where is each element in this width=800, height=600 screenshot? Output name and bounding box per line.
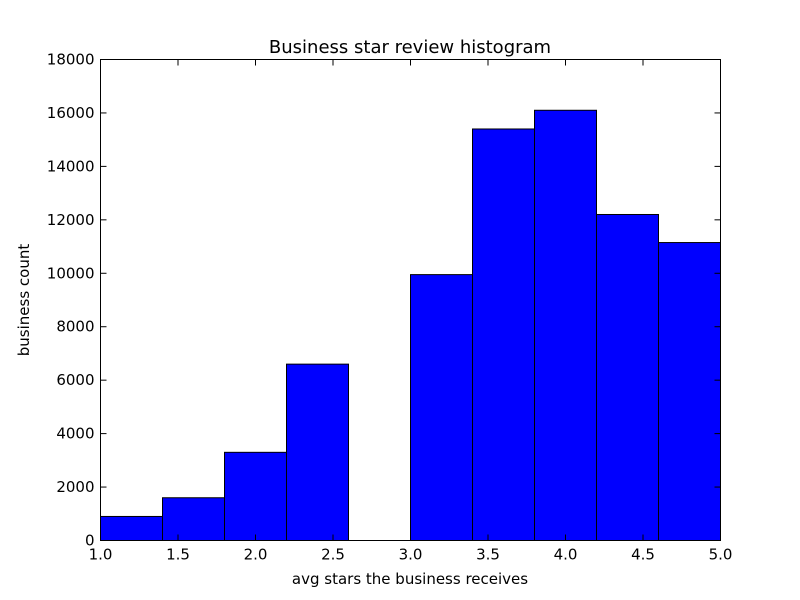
x-axis-label: avg stars the business receives — [292, 570, 528, 588]
x-tick-label: 3.5 — [476, 546, 500, 564]
chart-title: Business star review histogram — [269, 37, 551, 58]
x-tick-label: 2.5 — [321, 546, 345, 564]
y-tick-label: 8000 — [56, 318, 94, 336]
histogram-bar-2 — [224, 451, 287, 542]
x-tick-label: 3.0 — [399, 546, 423, 564]
histogram-bar-7 — [534, 109, 597, 542]
histogram-bar-5 — [410, 274, 473, 541]
histogram-bar-3 — [286, 363, 349, 541]
y-axis: 0 2000 4000 6000 8000 10000 12000 14000 16000 180… — [47, 51, 721, 550]
y-tick-label: 0 — [85, 532, 95, 550]
x-tick-label: 4.5 — [631, 546, 655, 564]
y-tick-label: 2000 — [56, 478, 94, 496]
y-tick-label: 14000 — [47, 157, 95, 175]
y-tick-label: 16000 — [47, 104, 95, 122]
histogram-bar-0 — [100, 515, 163, 542]
y-tick-label: 4000 — [56, 425, 94, 443]
y-tick-label: 6000 — [56, 371, 94, 389]
histogram-bar-6 — [472, 128, 535, 541]
y-tick-label: 12000 — [47, 211, 95, 229]
x-tick-label: 1.0 — [89, 546, 113, 564]
histogram-bar-9 — [658, 242, 721, 542]
bars-group — [100, 109, 721, 542]
histogram-bar-8 — [596, 213, 659, 541]
x-tick-label: 1.5 — [166, 546, 190, 564]
x-tick-label: 2.0 — [244, 546, 268, 564]
x-axis: 1.0 1.5 2.0 2.5 3.0 3.5 4.0 4.5 5.0 — [89, 59, 733, 564]
y-tick-label: 10000 — [47, 264, 95, 282]
x-tick-label: 4.0 — [554, 546, 578, 564]
y-axis-label: business count — [15, 244, 33, 357]
y-tick-label: 18000 — [47, 51, 95, 69]
x-tick-label: 5.0 — [709, 546, 733, 564]
histogram-bar-1 — [162, 497, 225, 541]
